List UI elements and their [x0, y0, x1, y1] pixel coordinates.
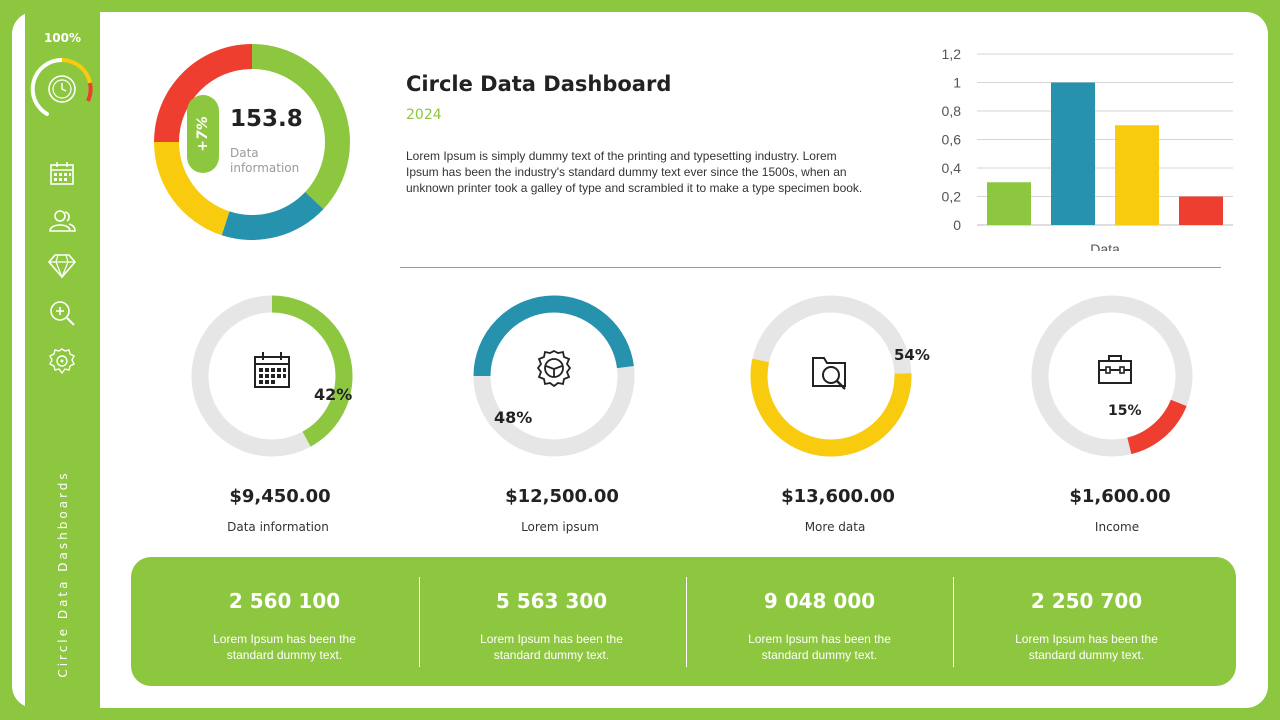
donut-slice [221, 191, 324, 240]
gear-icon [536, 349, 572, 388]
ring-percent-2: 48% [494, 408, 533, 427]
ring-progress-2 [473, 295, 635, 457]
donut-label: Data information [230, 146, 300, 175]
ring-chart-4 [1031, 295, 1193, 457]
y-tick-label: 0,2 [942, 189, 962, 205]
calendar-icon[interactable] [47, 159, 77, 189]
dashboard-slide: 100% [12, 12, 1268, 708]
x-category-label: Data [1090, 241, 1120, 251]
stat-value-3: 9 048 000 [763, 589, 876, 613]
stat-block-2: 5 563 300 Lorem Ipsum has been the stand… [418, 557, 685, 686]
settings-icon[interactable] [47, 346, 77, 376]
bar [1179, 196, 1223, 225]
ring-progress-3 [750, 295, 912, 457]
card-amount-1: $9,450.00 [229, 486, 331, 507]
ring-percent-3: 54% [894, 346, 930, 364]
donut-slice [154, 142, 230, 236]
donut-value: 153.8 [230, 106, 303, 132]
stat-block-3: 9 048 000 Lorem Ipsum has been the stand… [686, 557, 953, 686]
bar [1115, 125, 1159, 225]
page-title: Circle Data Dashboard [406, 72, 672, 96]
stat-desc-3: Lorem Ipsum has been the standard dummy … [748, 632, 891, 662]
y-tick-label: 0 [953, 217, 961, 233]
briefcase-icon [1098, 355, 1132, 384]
gauge-icon [30, 57, 93, 116]
card-label-1: Data information [227, 520, 329, 534]
page-description: Lorem Ipsum is simply dummy text of the … [406, 149, 863, 195]
card-amount-4: $1,600.00 [1069, 486, 1171, 507]
stat-value-2: 5 563 300 [495, 589, 608, 613]
stat-divider [953, 577, 954, 667]
stat-block-4: 2 250 700 Lorem Ipsum has been the stand… [953, 557, 1220, 686]
card-amount-3: $13,600.00 [781, 486, 895, 507]
y-tick-label: 1 [953, 75, 961, 91]
y-tick-label: 1,2 [942, 46, 962, 62]
stat-desc-4: Lorem Ipsum has been the standard dummy … [1015, 632, 1158, 662]
card-label-2: Lorem ipsum [521, 520, 599, 534]
users-icon[interactable] [47, 206, 77, 236]
card-label-4: Income [1094, 520, 1140, 534]
ring-chart-2 [473, 295, 635, 457]
sidebar: 100% [25, 12, 100, 708]
donut-slice [252, 44, 350, 210]
ring-progress-4 [1031, 295, 1193, 457]
card-label-3: More data [804, 520, 866, 534]
ring-percent-1: 42% [314, 385, 353, 404]
stat-value-1: 2 560 100 [228, 589, 341, 613]
stat-desc-1: Lorem Ipsum has been the standard dummy … [213, 632, 356, 662]
y-tick-label: 0,8 [942, 103, 962, 119]
stat-desc-2: Lorem Ipsum has been the standard dummy … [480, 632, 623, 662]
zoom-in-icon[interactable] [47, 298, 77, 328]
ring-progress-1 [191, 295, 353, 457]
stat-block-1: 2 560 100 Lorem Ipsum has been the stand… [151, 557, 418, 686]
diamond-icon[interactable] [47, 250, 77, 280]
stat-value-4: 2 250 700 [1030, 589, 1143, 613]
ring-chart-1 [191, 295, 353, 457]
sidebar-percent: 100% [43, 31, 82, 45]
page-year: 2024 [406, 107, 442, 123]
main-donut-chart [154, 44, 350, 240]
folder-search-icon [812, 357, 846, 390]
bar [1051, 82, 1095, 225]
stats-banner: 2 560 100 Lorem Ipsum has been the stand… [131, 557, 1236, 686]
card-amount-2: $12,500.00 [505, 486, 619, 507]
y-tick-label: 0,6 [942, 132, 962, 148]
bar-chart: 0 0,2 0,4 0,6 0,8 1 1,2 Data [942, 46, 1233, 251]
stat-divider [419, 577, 420, 667]
growth-badge-text: +7% [195, 116, 211, 152]
section-divider [400, 267, 1221, 268]
y-tick-label: 0,4 [942, 160, 962, 176]
donut-slice [154, 44, 252, 142]
bar [987, 182, 1031, 225]
calendar-icon [254, 352, 290, 388]
ring-chart-3 [750, 295, 912, 457]
stat-divider [686, 577, 687, 667]
ring-percent-4: 15% [1108, 403, 1142, 419]
sidebar-vertical-title: Circle Data Dashboards [56, 470, 70, 678]
growth-badge: +7% [187, 95, 219, 173]
